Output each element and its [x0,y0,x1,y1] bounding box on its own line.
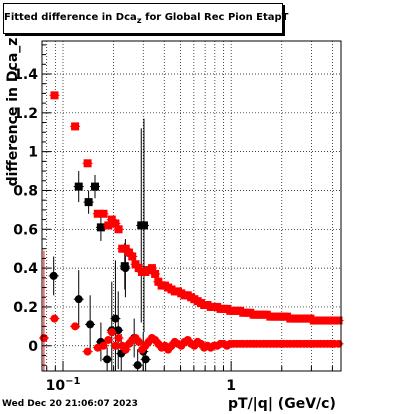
data-point-circle [121,264,130,273]
data-point-square [71,122,80,131]
data-point-circle [83,347,92,356]
data-point-circle [134,337,143,346]
y-tick-label: 1.2 [13,106,38,122]
data-point-square [114,225,123,234]
y-tick-label: 1 [28,145,38,161]
chart-title-subscript: z [136,15,142,25]
title-box: Fitted difference in Dcaz for Global Rec… [3,3,289,34]
y-tick-label: 0.8 [13,183,38,199]
data-point-circle [49,271,58,280]
y-tick-label: 0 [28,339,38,355]
series-2 [49,91,344,325]
data-point-circle [103,355,112,364]
data-point-circle [114,334,123,342]
data-point-square [99,209,108,218]
data-point-square [104,221,113,230]
data-point-circle [141,355,150,364]
series-0 [73,118,149,333]
data-point-square [83,159,92,168]
x-tick-label-base: 10 [46,378,66,394]
data-point-circle [104,335,113,344]
chart-title: Fitted difference in Dcaz for Global Rec… [4,12,289,25]
y-tick-label: 0.6 [13,222,38,238]
data-point-square [74,182,83,191]
data-point-square [128,252,137,261]
data-point-square [50,91,59,100]
data-point-circle [99,341,108,350]
data-point-circle [107,328,116,337]
x-tick-label-exponent: −1 [65,376,80,387]
data-point-square [111,219,120,228]
data-point-circle [111,314,120,323]
data-point-circle [74,295,83,304]
chart-title-main: Fitted difference in Dca [4,12,137,23]
tick-layer [42,44,333,371]
series-3 [38,250,344,371]
y-tick-label: 0.2 [13,300,38,316]
series-layer [38,91,344,371]
data-point-square [147,264,156,273]
tick-label-layer: 0 0.2 0.4 0.6 0.8 1 1.2 1.4 10−1 1 [13,67,236,394]
data-point-square [93,209,102,218]
plot-frame [41,40,342,372]
data-point-circle [111,341,120,350]
x-tick-label: 10−1 [46,376,81,394]
data-point-square [151,269,160,278]
timestamp-footer: Wed Dec 20 21:06:07 2023 [2,399,138,409]
data-point-circle [71,322,80,331]
chart-title-rest: for Global Rec Pion EtapT [141,12,289,23]
x-tick-label: 1 [226,378,236,394]
data-point-square [91,182,100,191]
data-point-circle [121,345,130,354]
data-point-circle [133,361,142,370]
data-point-circle [50,314,59,323]
data-point-square [84,198,93,207]
y-axis-label: difference in Dca_z [5,37,21,187]
y-tick-label: 0.4 [13,261,38,277]
x-axis-label: pT/|q| (GeV/c) [228,396,336,412]
data-point-circle [39,334,48,342]
data-point-square [96,223,105,232]
data-point-square [139,221,148,230]
data-point-square [334,316,343,325]
grid-layer [42,41,341,371]
y-tick-label: 1.4 [13,67,38,83]
data-point-circle [86,320,95,329]
